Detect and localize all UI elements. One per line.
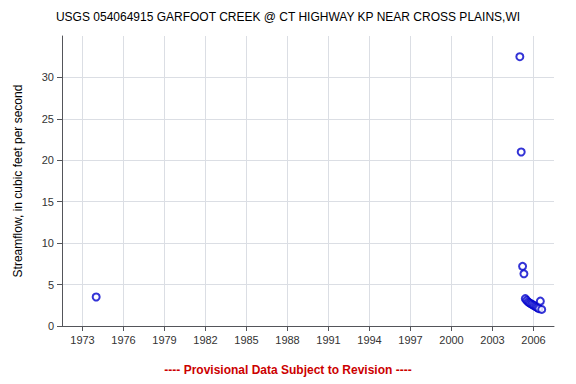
svg-text:1982: 1982 [193, 334, 217, 346]
svg-text:2006: 2006 [521, 334, 545, 346]
svg-text:20: 20 [42, 154, 54, 166]
svg-text:Streamflow, in cubic feet per: Streamflow, in cubic feet per second [11, 85, 25, 278]
svg-text:1976: 1976 [111, 334, 135, 346]
svg-text:0: 0 [48, 320, 54, 332]
svg-text:1973: 1973 [70, 334, 94, 346]
svg-text:---- Provisional Data Subject: ---- Provisional Data Subject to Revisio… [164, 363, 411, 377]
svg-text:5: 5 [48, 279, 54, 291]
svg-text:10: 10 [42, 237, 54, 249]
svg-text:1994: 1994 [357, 334, 381, 346]
svg-text:1997: 1997 [398, 334, 422, 346]
svg-text:1979: 1979 [152, 334, 176, 346]
svg-text:1988: 1988 [275, 334, 299, 346]
svg-text:25: 25 [42, 113, 54, 125]
svg-text:1985: 1985 [234, 334, 258, 346]
svg-text:15: 15 [42, 196, 54, 208]
svg-text:2000: 2000 [439, 334, 463, 346]
svg-text:2003: 2003 [480, 334, 504, 346]
svg-text:USGS 054064915 GARFOOT CREEK @: USGS 054064915 GARFOOT CREEK @ CT HIGHWA… [56, 10, 520, 24]
svg-text:1991: 1991 [316, 334, 340, 346]
svg-text:30: 30 [42, 71, 54, 83]
